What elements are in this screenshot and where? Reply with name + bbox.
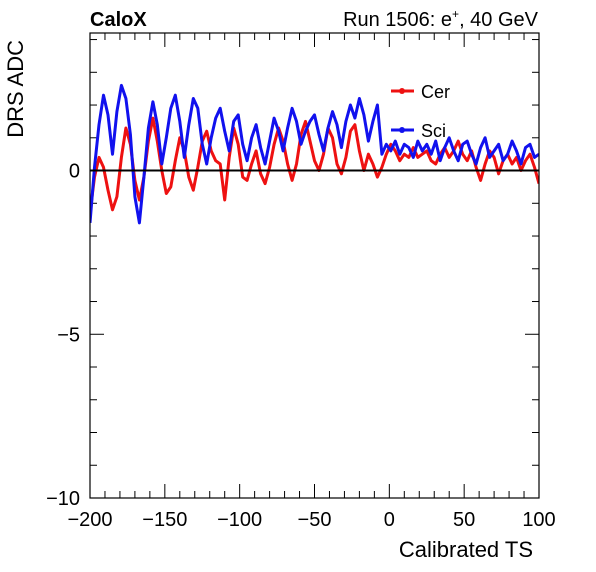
run-info-superscript: + xyxy=(452,7,459,21)
legend-sci-marker xyxy=(399,127,405,133)
brand-label: CaloX xyxy=(90,9,147,31)
y-tick-label: −10 xyxy=(46,488,80,510)
x-tick-label: 100 xyxy=(522,509,555,531)
legend-cer-marker xyxy=(399,88,405,94)
x-tick-label: 0 xyxy=(384,509,395,531)
x-tick-label: −150 xyxy=(142,509,187,531)
legend: Cer Sci xyxy=(391,82,450,141)
x-tick-label: −200 xyxy=(67,509,112,531)
x-tick-label: 50 xyxy=(453,509,475,531)
legend-cer-label: Cer xyxy=(421,82,450,102)
series-sci-line xyxy=(90,83,539,225)
series-layer xyxy=(90,83,539,225)
legend-sci-label: Sci xyxy=(421,121,446,141)
y-tick-label: −5 xyxy=(57,324,80,346)
run-info-suffix: , 40 GeV xyxy=(459,9,539,31)
x-axis-title: Calibrated TS xyxy=(399,537,533,562)
x-tick-label: −50 xyxy=(298,509,332,531)
y-axis-title: DRS ADC xyxy=(3,40,28,138)
run-info-label: Run 1506: e+, 40 GeV xyxy=(343,7,539,31)
x-tick-label: −100 xyxy=(217,509,262,531)
y-tick-label: 0 xyxy=(69,161,80,183)
axis-ticks: −200 −150 −100 −50 0 50 100−10−50 xyxy=(46,33,556,531)
run-info-prefix: Run 1506: e xyxy=(343,9,452,31)
plot-frame xyxy=(89,32,540,499)
series-cer-line xyxy=(90,116,539,214)
